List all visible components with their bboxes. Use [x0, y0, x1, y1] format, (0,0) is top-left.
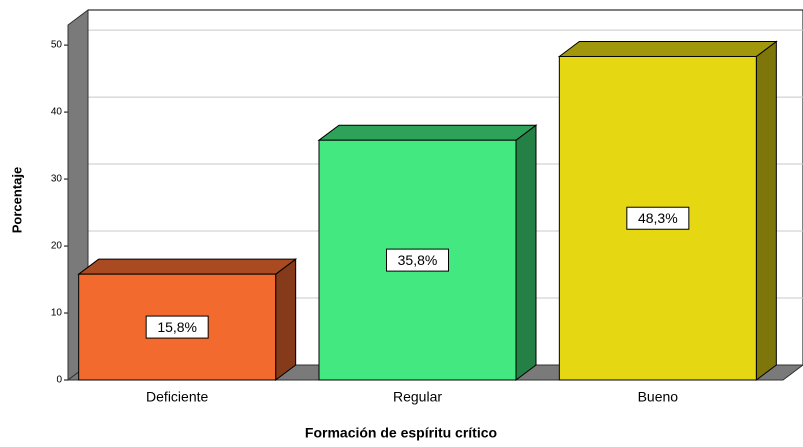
value-label: 48,3% [638, 210, 678, 226]
y-tick-label: 10 [51, 308, 63, 319]
bar-side [755, 40, 777, 381]
x-tick-label: Deficiente [146, 389, 208, 405]
value-label: 35,8% [398, 252, 438, 268]
x-tick-label: Bueno [638, 389, 679, 405]
bar-side [515, 124, 537, 381]
plot: 0 10 20 30 40 50 15,8% Deficiente 35,8% Regular 48… [51, 9, 803, 405]
bar-side [275, 258, 297, 381]
y-tick-label: 30 [51, 174, 63, 185]
value-label-box [626, 206, 690, 230]
y-tick-label: 40 [51, 107, 63, 118]
value-label-box [386, 248, 449, 272]
x-axis-title: Formación de espíritu crítico [305, 425, 497, 441]
bar-top [77, 258, 298, 275]
y-tick-label: 50 [51, 40, 63, 51]
y-axis-title: Porcentaje [9, 167, 24, 233]
y-tick-label: 0 [56, 375, 62, 386]
x-tick-label: Regular [393, 389, 442, 405]
value-label: 15,8% [157, 319, 197, 335]
bar-top [557, 40, 778, 57]
y-tick-label: 20 [51, 241, 63, 252]
value-label-box [145, 315, 209, 339]
bar-top [317, 124, 538, 141]
